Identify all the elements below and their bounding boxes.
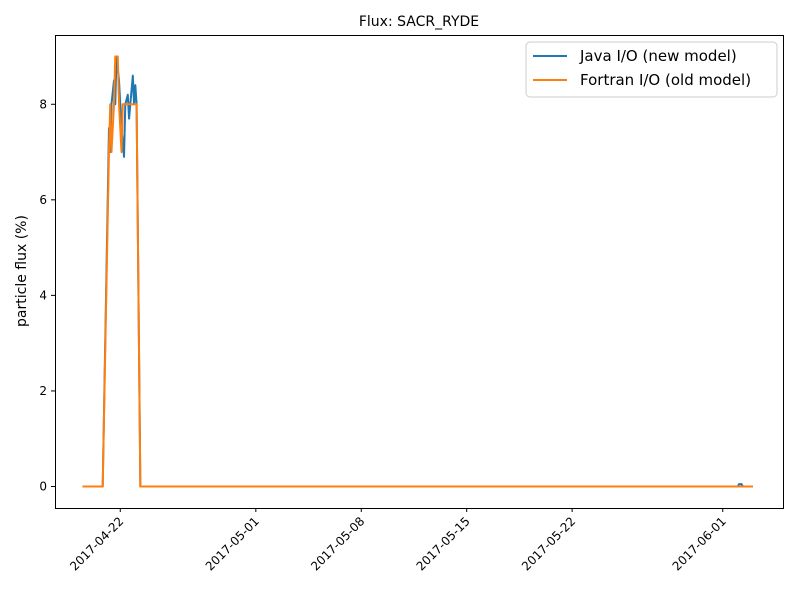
- chart-title: Flux: SACR_RYDE: [359, 14, 479, 30]
- legend-label-0: Java I/O (new model): [579, 47, 737, 65]
- legend-label-1: Fortran I/O (old model): [580, 71, 751, 89]
- y-tick-label: 8: [39, 97, 47, 111]
- series-layer: [82, 55, 753, 488]
- y-tick-label: 2: [39, 384, 47, 398]
- y-tick-label: 6: [39, 193, 47, 207]
- y-tick-label: 4: [39, 288, 47, 302]
- series-line-1: [82, 55, 753, 488]
- plot-frame: [55, 35, 784, 509]
- y-axis: 0 2 4 6 8: [39, 97, 55, 494]
- y-axis-label: particle flux (%): [14, 215, 30, 327]
- legend: Java I/O (new model) Fortran I/O (old mod…: [525, 41, 778, 98]
- legend-box: [525, 41, 778, 98]
- y-tick-label: 0: [39, 480, 47, 494]
